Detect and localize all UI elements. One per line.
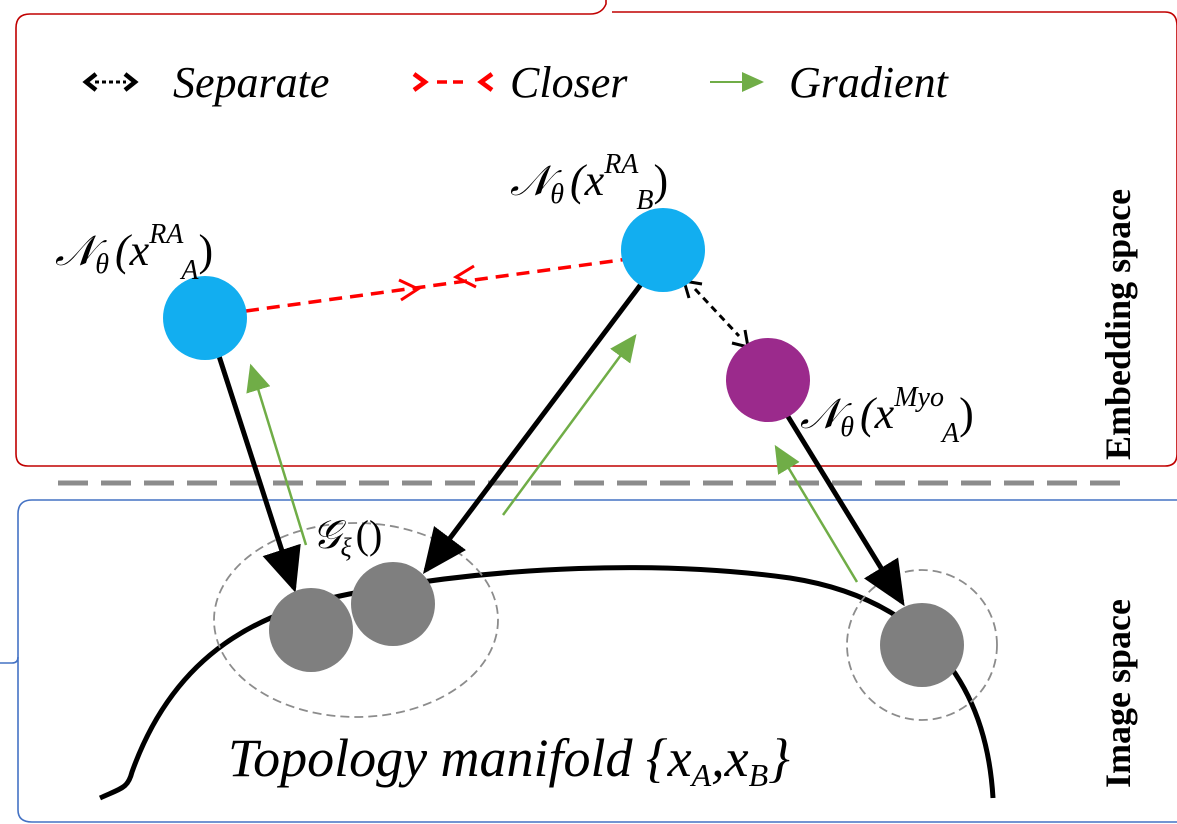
- legend-closer-symbol: [412, 72, 494, 92]
- separate-line: [681, 279, 750, 350]
- arrow-ra-b-to-image: [422, 253, 665, 574]
- arrow-ra-a-to-image: [205, 321, 301, 593]
- node-myo-a: [726, 338, 810, 422]
- node-ra-a: [163, 276, 247, 360]
- image-space-panel: [0, 499, 1177, 823]
- embedding-space-label: Embedding space: [1098, 189, 1138, 460]
- node-ra-b: [621, 208, 705, 292]
- node-ra-b-label: 𝒩θ (xRA B): [510, 149, 668, 216]
- gradient-arrow-1: [246, 363, 308, 546]
- closer-chevron-left: [398, 278, 422, 302]
- arrow-myo-a-to-image: [765, 382, 905, 607]
- legend-separate-label: Separate: [173, 58, 329, 107]
- closer-line: [245, 257, 629, 313]
- embedding-panel-border: [15, 0, 1177, 467]
- image-point-3: [880, 603, 964, 687]
- closer-chevron-right: [452, 264, 477, 289]
- image-panel-border: [17, 499, 1177, 823]
- image-panel-callout-line: [0, 656, 19, 664]
- node-myo-a-label: 𝒩θ (xMyo A): [800, 382, 974, 449]
- gradient-arrow-3: [774, 444, 859, 583]
- node-ra-a-label: 𝒩θ (xRA A): [55, 219, 213, 286]
- manifold-label: Topology manifold {xA,xB}: [228, 728, 790, 793]
- legend-gradient-label: Gradient: [789, 58, 950, 107]
- legend-separate-symbol: [82, 72, 139, 92]
- image-space-label: Image space: [1098, 599, 1138, 788]
- generator-label: 𝒢ξ(): [312, 512, 382, 562]
- gradient-arrow-2: [501, 333, 637, 516]
- embedding-space-panel: [15, 0, 1177, 467]
- image-point-1: [269, 588, 353, 672]
- neighborhood-ellipse-left: [213, 522, 499, 718]
- neighborhood-circle-right: [846, 569, 998, 721]
- legend-closer-label: Closer: [510, 58, 628, 107]
- legend: Separate Closer Gradient: [82, 58, 950, 107]
- image-point-2: [351, 562, 435, 646]
